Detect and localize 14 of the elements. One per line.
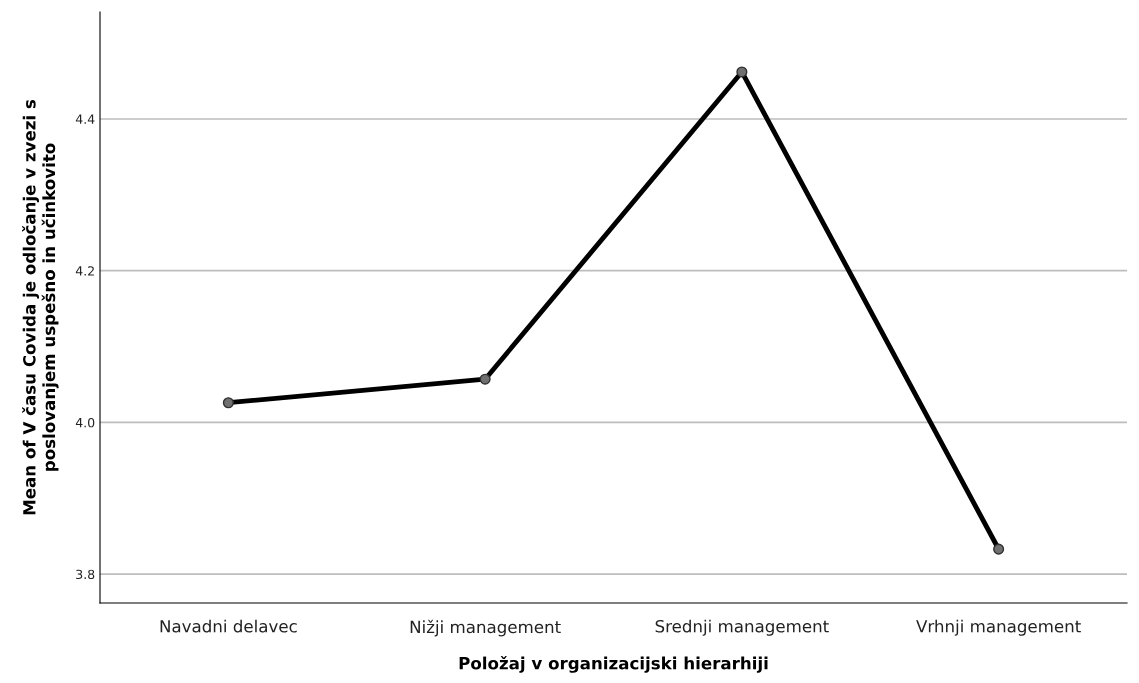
y-tick-label: 4.4 — [75, 114, 95, 124]
y-axis-title: Mean of V času Covida je odločanje v zvezi s poslovanjem uspešno in učinkovito — [22, 99, 59, 515]
x-tick-label: Srednji management — [655, 619, 829, 636]
x-axis-title: Položaj v organizacijski hierarhiji — [459, 655, 768, 673]
x-tick-label: Navadni delavec — [160, 619, 297, 633]
point — [993, 543, 1005, 555]
point — [736, 66, 748, 78]
y-tick-label: 4.0 — [75, 417, 95, 428]
x-tick-label: Nižji management — [410, 619, 561, 637]
point — [479, 373, 491, 385]
point — [222, 397, 234, 409]
x-tick-label: Vrhnji management — [916, 619, 1081, 636]
y-tick-label: 4.2 — [75, 266, 94, 276]
y-tick-label: 3.8 — [76, 569, 95, 580]
